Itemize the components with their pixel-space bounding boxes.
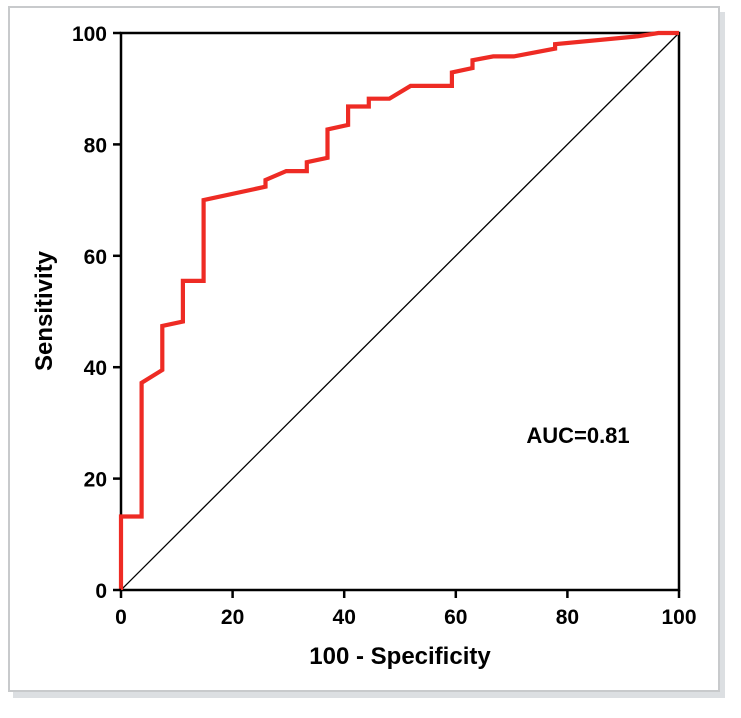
x-tick-label: 80 bbox=[556, 606, 579, 629]
reference-diagonal-line bbox=[120, 32, 680, 591]
x-axis-ticks: 0 20 40 60 80 100 bbox=[115, 590, 697, 629]
x-tick-label: 60 bbox=[444, 606, 467, 629]
reference-layer bbox=[120, 32, 680, 591]
y-tick-label: 20 bbox=[84, 469, 107, 492]
y-tick-label: 80 bbox=[84, 134, 107, 157]
y-tick-label: 40 bbox=[84, 357, 107, 380]
series-layer bbox=[118, 30, 679, 590]
x-tick-label: 0 bbox=[115, 606, 127, 629]
y-tick-label: 0 bbox=[95, 580, 107, 603]
y-tick-label: 60 bbox=[84, 246, 107, 269]
x-tick-label: 40 bbox=[333, 606, 356, 629]
x-tick-label: 20 bbox=[221, 606, 244, 629]
auc-annotation: AUC=0.81 bbox=[526, 423, 629, 448]
x-tick-label: 100 bbox=[661, 606, 696, 629]
y-tick-label: 100 bbox=[72, 23, 107, 46]
x-axis-title: 100 - Specificity bbox=[309, 643, 491, 670]
roc-curve-line-0 bbox=[118, 30, 679, 590]
y-axis-title: Sensitivity bbox=[31, 250, 58, 371]
y-axis-ticks: 0 20 40 60 80 100 bbox=[72, 23, 121, 603]
